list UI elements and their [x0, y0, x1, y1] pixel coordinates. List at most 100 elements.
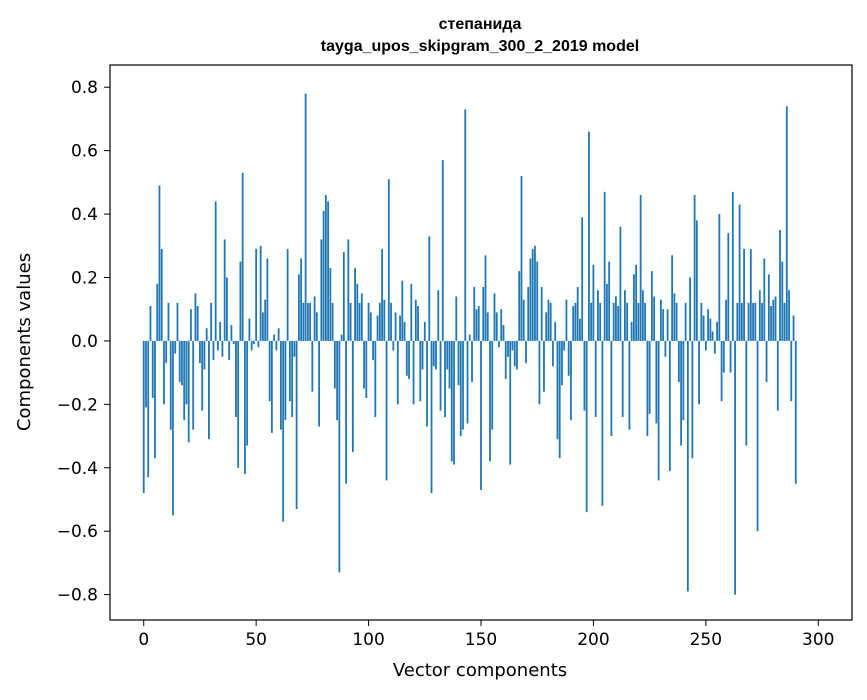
- bar-5: [154, 340, 156, 459]
- bar-77: [315, 312, 318, 341]
- bar-149: [477, 306, 480, 341]
- x-tick-label: 250: [690, 630, 722, 650]
- bar-114: [399, 315, 401, 341]
- bar-127: [428, 236, 431, 341]
- bar-101: [369, 312, 372, 341]
- bar-103: [374, 340, 377, 418]
- bar-60: [277, 328, 280, 341]
- bar-264: [736, 302, 739, 341]
- bar-187: [563, 340, 566, 351]
- bar-48: [250, 340, 253, 351]
- bar-85: [333, 340, 336, 389]
- bar-243: [689, 277, 692, 341]
- bar-50: [255, 248, 258, 341]
- bar-112: [394, 312, 397, 341]
- bar-205: [603, 191, 606, 341]
- bar-179: [545, 312, 548, 341]
- bar-275: [761, 302, 763, 341]
- bar-79: [320, 239, 323, 341]
- bar-28: [205, 328, 208, 341]
- bar-276: [763, 258, 766, 341]
- bar-17: [181, 340, 183, 386]
- bar-91: [347, 239, 350, 341]
- bar-228: [655, 340, 658, 424]
- bar-24: [196, 306, 199, 341]
- bar-266: [740, 302, 743, 341]
- bar-253: [711, 331, 714, 341]
- bar-86: [336, 340, 338, 421]
- bar-288: [790, 340, 793, 402]
- bar-125: [423, 321, 426, 341]
- bar-235: [671, 255, 674, 341]
- bar-61: [279, 340, 282, 430]
- bar-43: [239, 261, 242, 341]
- bar-244: [691, 340, 694, 459]
- bar-124: [421, 340, 424, 370]
- bar-265: [738, 204, 741, 341]
- bar-204: [601, 340, 604, 506]
- bar-286: [785, 106, 788, 341]
- bar-100: [367, 302, 370, 341]
- bar-250: [704, 340, 707, 351]
- bar-67: [293, 340, 296, 357]
- y-axis-label: Components values: [14, 253, 35, 431]
- bar-167: [518, 271, 521, 341]
- bar-169: [522, 299, 525, 341]
- bar-14: [174, 340, 177, 354]
- bar-122: [417, 306, 419, 341]
- bar-155: [491, 340, 494, 430]
- bar-222: [641, 290, 644, 341]
- bar-99: [365, 340, 368, 398]
- bar-22: [192, 340, 195, 430]
- bar-4: [151, 340, 154, 398]
- bar-260: [727, 233, 730, 341]
- bar-104: [376, 315, 379, 341]
- bar-174: [534, 245, 536, 341]
- bar-0: [142, 340, 145, 494]
- bar-193: [576, 287, 579, 341]
- bar-230: [659, 299, 662, 341]
- bar-166: [516, 340, 518, 370]
- bar-161: [504, 340, 507, 379]
- bar-208: [610, 340, 613, 437]
- y-tick-label: 0.6: [71, 142, 98, 162]
- y-tick-label: 0.8: [71, 78, 98, 98]
- bar-78: [318, 340, 321, 427]
- bar-62: [282, 340, 285, 522]
- bar-181: [549, 302, 552, 341]
- bar-64: [286, 248, 289, 341]
- bar-137: [450, 340, 453, 462]
- y-axis-ticks: −0.8 −0.6 −0.4 −0.2 0.0 0.2 0.4 0.6 0.8: [57, 78, 110, 606]
- bar-65: [288, 340, 291, 402]
- bar-128: [430, 340, 433, 494]
- bar-175: [536, 261, 539, 341]
- bar-74: [309, 302, 312, 341]
- bar-57: [270, 340, 273, 433]
- bar-290: [794, 340, 797, 484]
- bar-241: [684, 302, 687, 341]
- bar-231: [662, 309, 665, 341]
- y-tick-label: −0.6: [57, 522, 98, 542]
- bar-156: [493, 293, 496, 341]
- bar-227: [653, 296, 656, 341]
- bar-71: [302, 302, 305, 341]
- bar-95: [356, 283, 359, 341]
- bar-259: [725, 299, 727, 341]
- bar-131: [437, 290, 440, 341]
- bar-184: [556, 340, 559, 440]
- bar-273: [756, 340, 759, 532]
- bar-157: [495, 312, 498, 341]
- x-tick-label: 50: [245, 630, 267, 650]
- bar-185: [558, 340, 561, 459]
- bar-219: [635, 264, 638, 341]
- bar-111: [392, 340, 395, 351]
- bar-246: [695, 220, 698, 341]
- bar-107: [383, 299, 386, 341]
- bar-203: [599, 302, 602, 341]
- bar-138: [453, 340, 455, 465]
- bar-152: [484, 255, 487, 341]
- bar-18: [183, 340, 186, 421]
- bar-226: [650, 271, 653, 341]
- bar-218: [633, 274, 635, 341]
- bar-163: [509, 340, 512, 465]
